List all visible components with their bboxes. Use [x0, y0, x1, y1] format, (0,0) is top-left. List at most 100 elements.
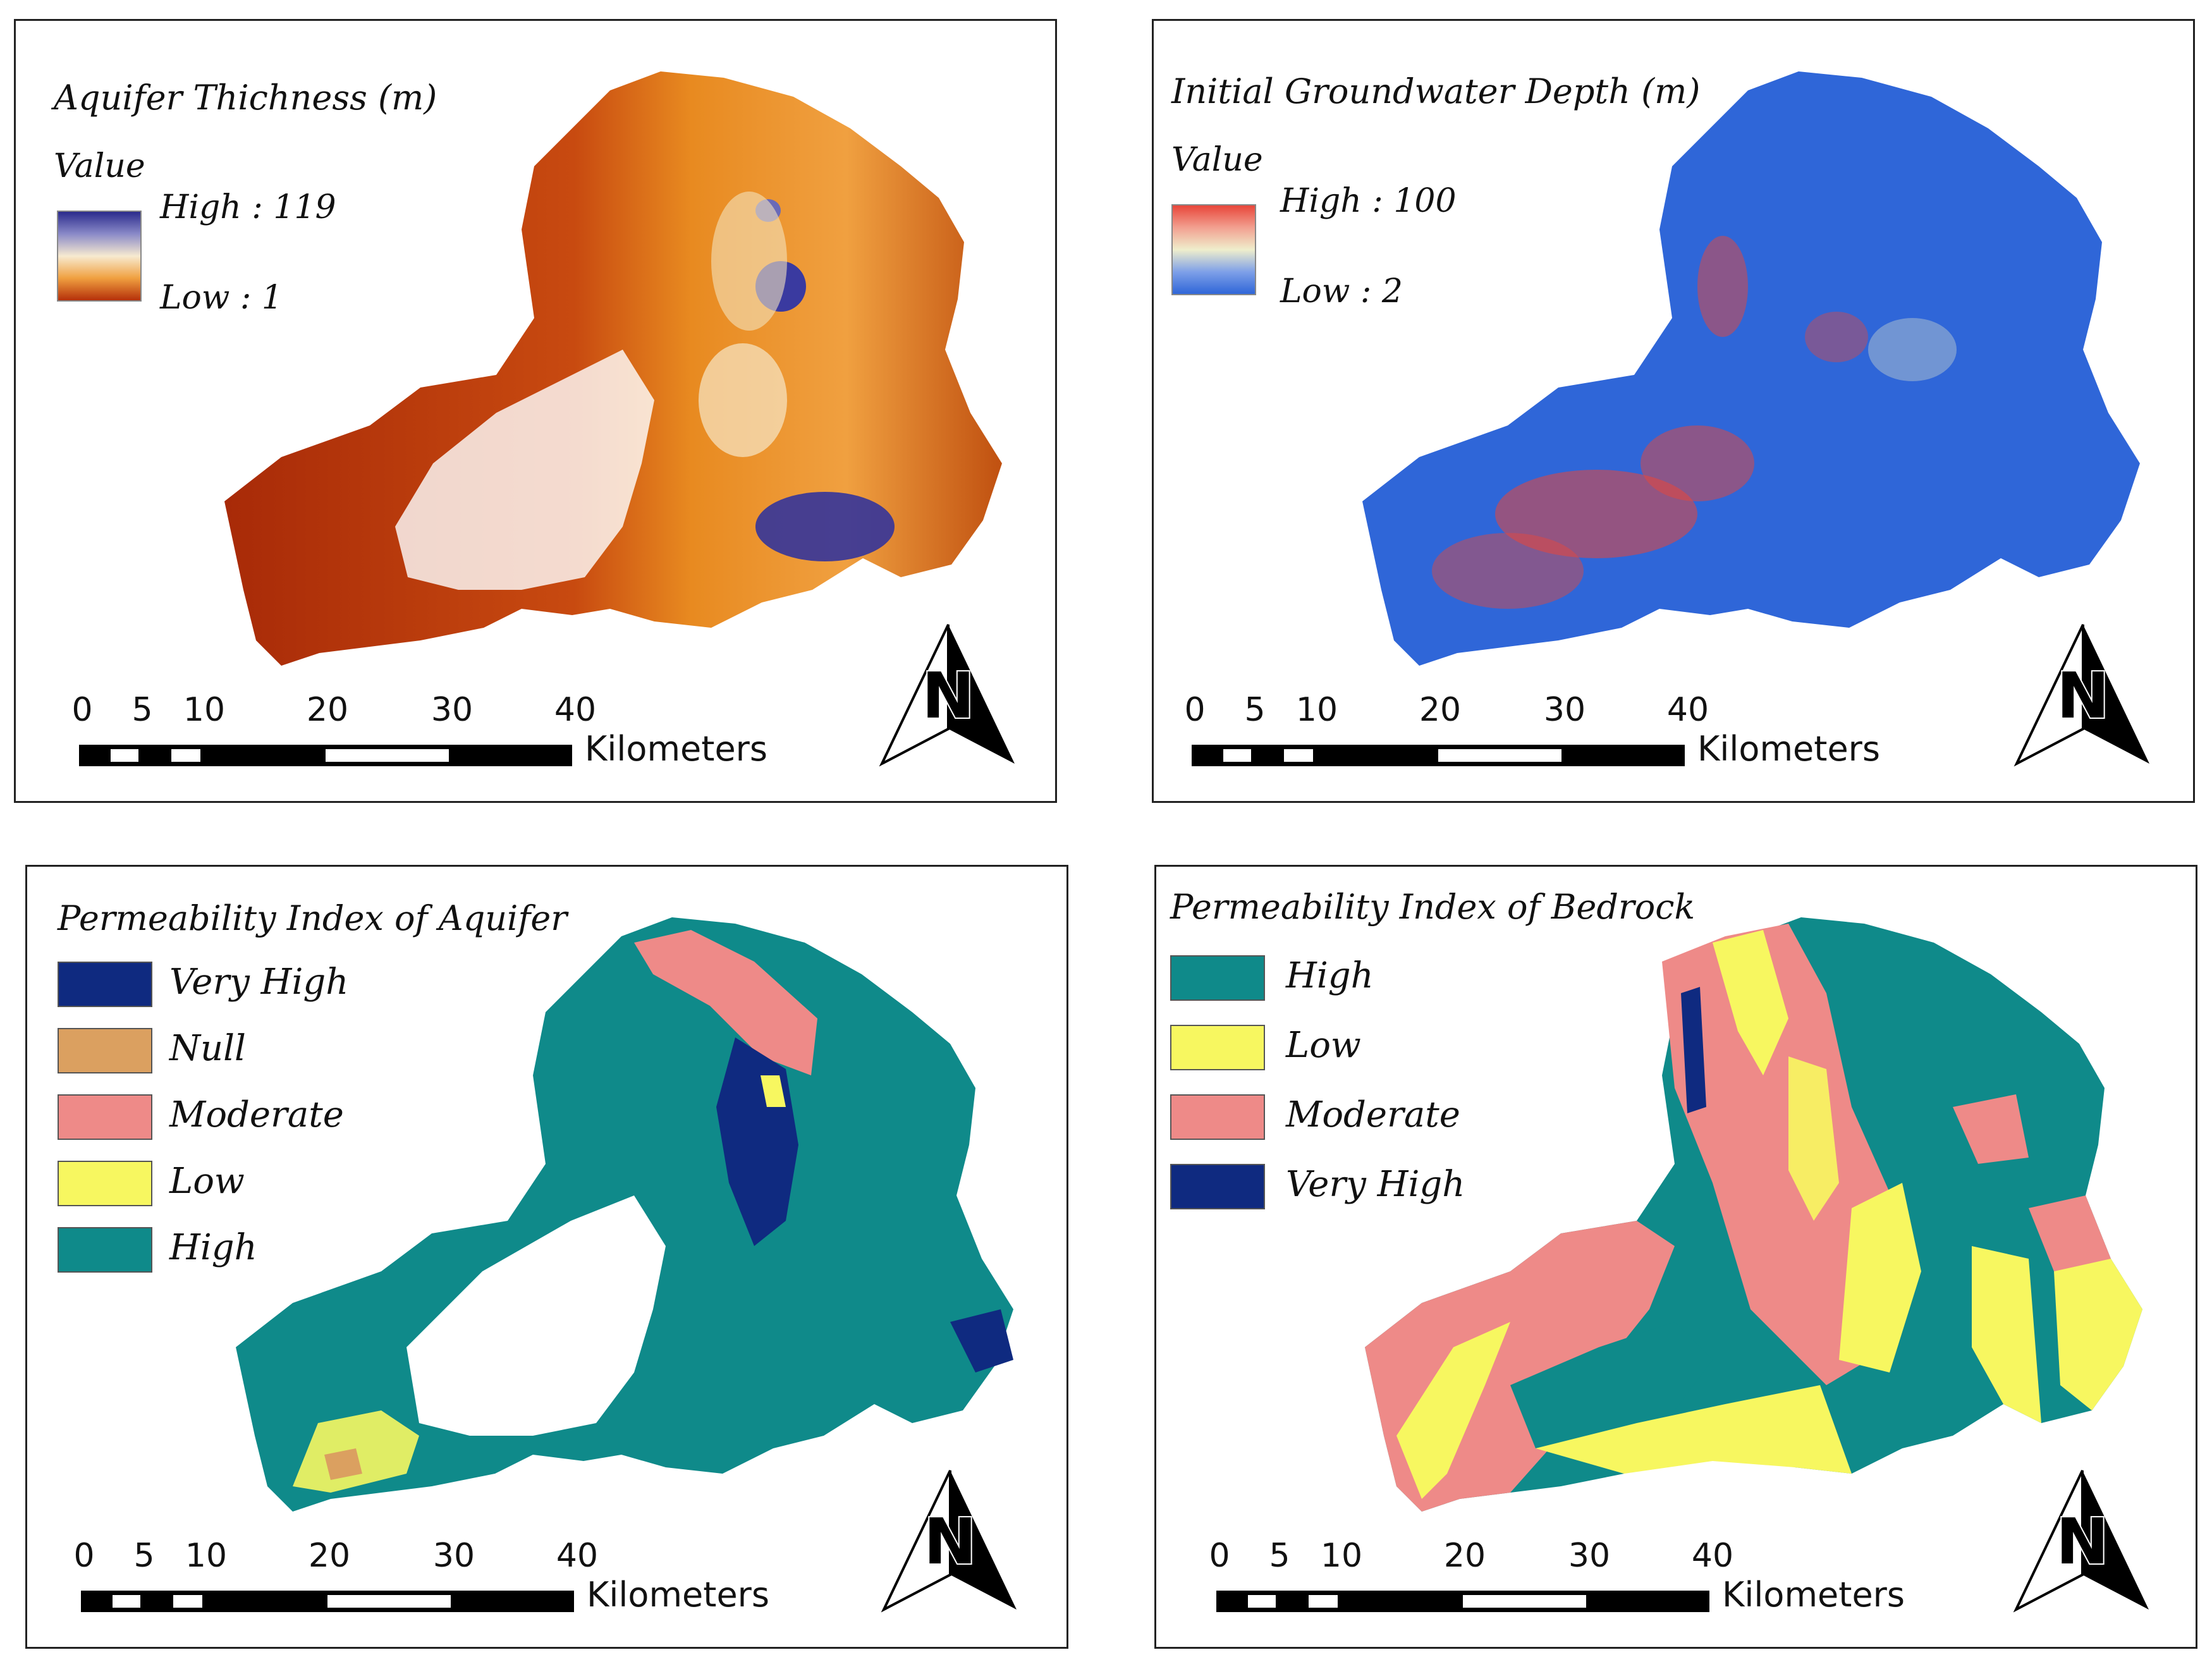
scale-unit: Kilometers: [585, 729, 768, 769]
bedrock-low-area: [2054, 1259, 2142, 1410]
bedrock-low-area: [1713, 930, 1788, 1075]
groundwater-deep-area: [1641, 425, 1754, 501]
bedrock-moderate-area: [1953, 1094, 2029, 1164]
bedrock-very-high-area: [1681, 987, 1706, 1113]
legend-swatch-very-high: [58, 962, 152, 1007]
aquifer-thickness-map: [224, 71, 1002, 666]
scale-tick: 10: [185, 1537, 228, 1575]
aquifer-white-area: [406, 1195, 666, 1436]
bedrock-moderate-area: [1662, 924, 1902, 1385]
thickness-mid-area: [711, 192, 787, 331]
thickness-high-area: [755, 492, 895, 561]
thickness-mid-area: [699, 343, 787, 457]
thickness-white-area: [395, 350, 654, 590]
scale-tick: 20: [308, 1537, 351, 1575]
north-arrow-icon: N: [881, 1470, 1017, 1613]
legend-swatch-very-high: [1170, 1164, 1265, 1209]
scale-tick: 40: [1691, 1537, 1734, 1575]
panel-title: Initial Groundwater Depth (m): [1171, 71, 1701, 111]
thickness-color-ramp: [57, 211, 142, 302]
aquifer-moderate-area: [634, 930, 817, 1075]
scale-unit: Kilometers: [1697, 729, 1881, 769]
panel-title: Permeability Index of Bedrock: [1170, 887, 1696, 927]
legend-low-label: Low : 2: [1280, 272, 1403, 310]
panel-title: Aquifer Thichness (m): [54, 78, 437, 118]
scale-unit: Kilometers: [1722, 1575, 1905, 1615]
legend-value-label: Value: [54, 147, 145, 185]
legend-swatch-null: [58, 1028, 152, 1073]
scale-tick: 5: [133, 1537, 155, 1575]
panel-title: Permeability Index of Aquifer: [58, 898, 568, 938]
legend-high-label: High : 100: [1280, 182, 1457, 220]
scale-tick: 5: [1269, 1537, 1290, 1575]
scale-tick: 40: [554, 691, 597, 729]
north-arrow-icon: N: [2013, 624, 2149, 767]
svg-text:N: N: [922, 659, 975, 733]
scale-bar: [79, 745, 572, 766]
scale-tick: 30: [1543, 691, 1586, 729]
scale-tick: 30: [1568, 1537, 1611, 1575]
scale-tick: 0: [1209, 1537, 1230, 1575]
legend-low-label: Low : 1: [160, 279, 283, 317]
groundwater-deep-area: [1805, 312, 1868, 362]
legend-swatch-high: [1170, 955, 1265, 1001]
scale-tick: 5: [1244, 691, 1266, 729]
permeability-bedrock-map: [1365, 917, 2142, 1512]
legend-swatch-low: [58, 1161, 152, 1206]
scale-bar: [1192, 745, 1685, 766]
scale-tick: 40: [556, 1537, 599, 1575]
scale-tick: 20: [1443, 1537, 1486, 1575]
groundwater-deep-area: [1697, 236, 1748, 337]
legend-label-null: Null: [169, 1028, 246, 1069]
legend-swatch-moderate: [58, 1094, 152, 1140]
legend-label-moderate: Moderate: [1286, 1094, 1460, 1135]
scale-bar: [1216, 1591, 1709, 1612]
scale-tick: 0: [1184, 691, 1206, 729]
legend-swatch-high: [58, 1227, 152, 1273]
legend-label-very-high: Very High: [1286, 1164, 1465, 1205]
svg-text:N: N: [924, 1505, 977, 1579]
scale-tick: 30: [431, 691, 474, 729]
scale-tick: 20: [306, 691, 349, 729]
legend-swatch-low: [1170, 1025, 1265, 1070]
map-panel-groundwater-depth: Initial Groundwater Depth (m) Value High…: [1152, 19, 2195, 803]
bedrock-low-area: [1972, 1246, 2041, 1423]
legend-label-low: Low: [169, 1161, 245, 1202]
legend-swatch-moderate: [1170, 1094, 1265, 1140]
scale-tick: 30: [432, 1537, 475, 1575]
groundwater-color-ramp: [1171, 204, 1256, 295]
scale-tick: 40: [1666, 691, 1709, 729]
bedrock-high-area: [1510, 1322, 1713, 1448]
aquifer-low-area: [761, 1075, 786, 1107]
groundwater-deep-area: [1495, 470, 1697, 558]
bedrock-low-area: [1839, 1183, 1921, 1372]
svg-text:N: N: [2056, 659, 2110, 733]
legend-label-high: High: [169, 1227, 257, 1268]
bedrock-low-area: [1536, 1385, 1852, 1474]
legend-label-very-high: Very High: [169, 962, 349, 1003]
scale-tick: 0: [73, 1537, 95, 1575]
bedrock-low-area: [1788, 1056, 1839, 1221]
bedrock-low-area: [1396, 1322, 1510, 1499]
scale-tick: 10: [183, 691, 226, 729]
legend-value-label: Value: [1171, 141, 1263, 179]
scale-tick: 20: [1419, 691, 1462, 729]
svg-text:N: N: [2056, 1505, 2109, 1579]
legend-label-low: Low: [1286, 1025, 1361, 1066]
legend-high-label: High : 119: [160, 188, 336, 226]
map-panel-permeability-aquifer: Permeability Index of Aquifer Very High …: [25, 865, 1068, 1649]
groundwater-mid-area: [1868, 318, 1957, 381]
map-panel-permeability-bedrock: Permeability Index of Bedrock High Low M…: [1154, 865, 2197, 1649]
scale-tick: 10: [1295, 691, 1338, 729]
north-arrow-icon: N: [879, 624, 1015, 767]
aquifer-null-area: [324, 1448, 362, 1480]
map-panel-aquifer-thickness: Aquifer Thichness (m) Value High : 119 L…: [14, 19, 1057, 803]
north-arrow-icon: N: [2013, 1470, 2149, 1613]
scale-tick: 0: [71, 691, 93, 729]
groundwater-depth-map: [1362, 71, 2140, 666]
scale-tick: 10: [1320, 1537, 1363, 1575]
permeability-aquifer-map: [236, 917, 1013, 1512]
legend-label-high: High: [1286, 955, 1374, 996]
scale-tick: 5: [131, 691, 153, 729]
scale-bar: [81, 1591, 574, 1612]
